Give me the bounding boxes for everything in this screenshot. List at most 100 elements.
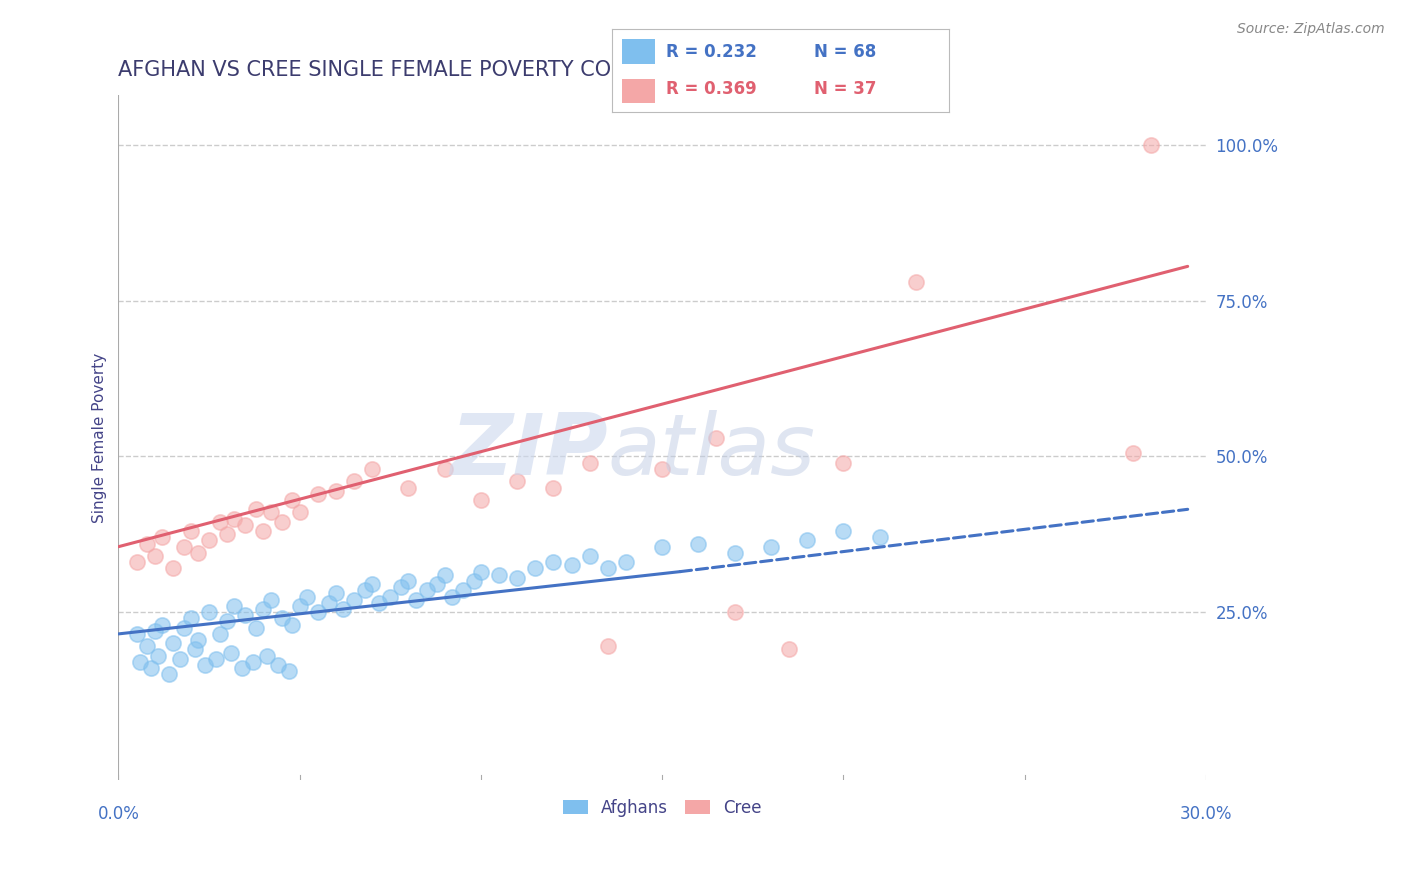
Point [208,627,231,641]
Point [205,652,228,666]
Point [723,546,745,560]
Bar [621,39,655,64]
Point [651,462,673,476]
Point [270,515,292,529]
Point [125,627,148,641]
Text: ZIP: ZIP [450,410,607,493]
Point [488,567,510,582]
Point [231,661,253,675]
Point [869,530,891,544]
Point [270,611,292,625]
Point [1122,446,1144,460]
Text: 0.0%: 0.0% [97,805,139,823]
Point [267,658,290,673]
Point [252,524,274,538]
Point [506,475,529,489]
Point [260,505,283,519]
Point [361,577,384,591]
Point [578,456,600,470]
Text: N = 37: N = 37 [814,79,876,97]
Point [506,571,529,585]
Point [242,655,264,669]
Point [136,640,159,654]
Point [904,275,927,289]
Text: N = 68: N = 68 [814,43,876,61]
Point [451,583,474,598]
Point [614,555,637,569]
Point [143,624,166,638]
Point [1140,137,1163,152]
Point [578,549,600,563]
Point [318,596,340,610]
Text: atlas: atlas [607,410,815,493]
Point [224,511,246,525]
Point [389,580,412,594]
Point [433,567,456,582]
Point [233,608,256,623]
Point [307,487,329,501]
Text: R = 0.369: R = 0.369 [665,79,756,97]
Point [596,561,619,575]
Point [281,617,304,632]
Point [169,652,191,666]
Point [832,524,855,538]
Point [129,655,152,669]
Point [198,605,221,619]
Point [295,590,318,604]
Point [426,577,449,591]
Point [150,617,173,632]
Point [162,561,184,575]
Y-axis label: Single Female Poverty: Single Female Poverty [93,352,107,523]
Point [723,605,745,619]
Point [325,586,347,600]
Point [307,605,329,619]
Point [233,517,256,532]
Point [180,611,202,625]
Point [543,481,565,495]
Text: R = 0.232: R = 0.232 [665,43,756,61]
Point [150,530,173,544]
Point [173,621,195,635]
Text: 30.0%: 30.0% [1180,805,1232,823]
Point [198,533,221,548]
Point [187,633,209,648]
Point [759,540,782,554]
Point [368,596,391,610]
Text: Source: ZipAtlas.com: Source: ZipAtlas.com [1237,22,1385,37]
Point [281,493,304,508]
Point [832,456,855,470]
Point [524,561,547,575]
Point [183,642,205,657]
Point [157,667,180,681]
Point [173,540,195,554]
Point [354,583,377,598]
Point [396,481,419,495]
Point [143,549,166,563]
Point [543,555,565,569]
Point [139,661,162,675]
Point [224,599,246,613]
Point [405,592,427,607]
Point [125,555,148,569]
Point [162,636,184,650]
Point [463,574,485,588]
Point [796,533,818,548]
Point [706,431,728,445]
Point [361,462,384,476]
Point [415,583,437,598]
Point [778,642,800,657]
Point [277,665,299,679]
Point [332,602,354,616]
Point [136,536,159,550]
Point [440,590,463,604]
Point [325,483,347,498]
Point [688,536,710,550]
Point [148,648,170,663]
Point [245,621,267,635]
Point [433,462,456,476]
Point [288,599,311,613]
Point [470,493,492,508]
Point [470,565,492,579]
Point [180,524,202,538]
Point [260,592,283,607]
